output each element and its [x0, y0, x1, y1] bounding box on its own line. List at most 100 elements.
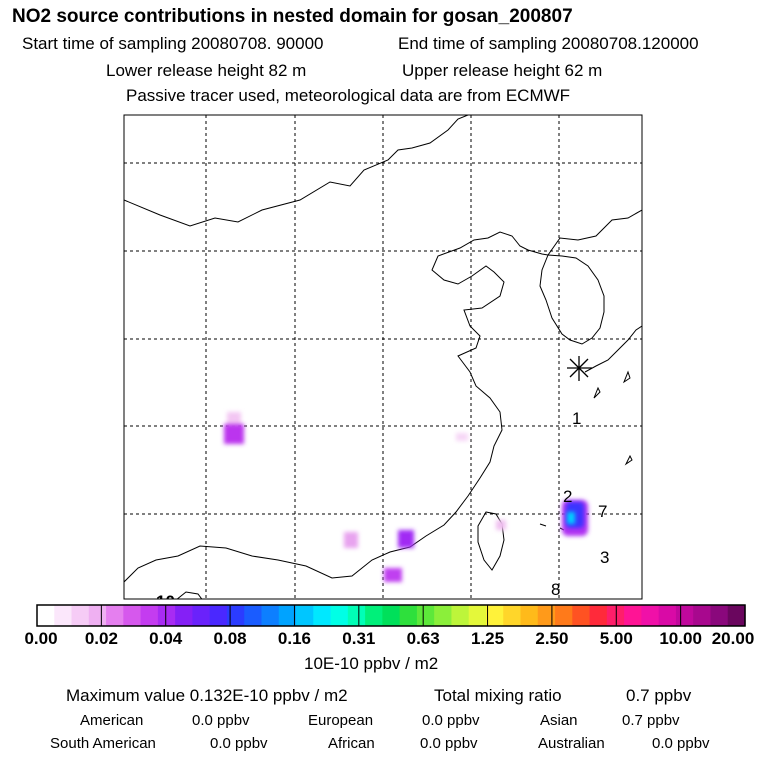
colorbar-cell — [710, 605, 729, 626]
colorbar-tick-label: 0.31 — [342, 629, 376, 648]
colorbar-cells — [37, 605, 746, 626]
region-label-7: 7 — [598, 502, 607, 521]
colorbar-cell — [641, 605, 660, 626]
colorbar-units: 10E-10 ppbv / m2 — [304, 654, 439, 673]
colorbar-cell — [71, 605, 90, 626]
colorbar-tick-label: 2.50 — [535, 629, 569, 648]
max-value-text: Maximum value 0.132E-10 ppbv / m2 — [66, 686, 348, 705]
colorbar-cell — [624, 605, 642, 626]
upper-height-label: Upper release height 62 m — [402, 61, 603, 80]
lower-height-label: Lower release height 82 m — [106, 61, 307, 80]
colorbar-cell — [382, 605, 401, 626]
coast-mainland — [124, 231, 549, 583]
colorbar-tick-label: 0.04 — [149, 629, 183, 648]
region-name-african: African — [328, 735, 375, 752]
region-value-south-american: 0.0 ppbv — [210, 735, 268, 752]
island-taiwan — [477, 511, 505, 571]
plume-central-light — [344, 532, 358, 548]
colorbar — [36, 604, 746, 627]
island-hainan — [176, 591, 203, 599]
colorbar-cell — [365, 605, 383, 626]
receptor-marker — [567, 356, 592, 381]
colorbar-cell — [451, 605, 470, 626]
region-value-european: 0.0 ppbv — [422, 712, 480, 729]
plume-near-ryukyu-core — [567, 512, 575, 524]
colorbar-cell — [140, 605, 159, 626]
colorbar-cell — [106, 605, 124, 626]
colorbar-cell — [520, 605, 539, 626]
colorbar-cell — [244, 605, 263, 626]
colorbar-cell — [727, 605, 746, 626]
colorbar-cell — [175, 605, 194, 626]
start-time-label: Start time of sampling 20080708. 90000 — [22, 34, 324, 53]
colorbar-cell — [209, 605, 228, 626]
border-korea — [547, 209, 642, 256]
colorbar-cell — [278, 605, 297, 626]
colorbar-tick-label: 0.63 — [406, 629, 440, 648]
region-name-asian: Asian — [540, 712, 578, 729]
plume-central — [398, 530, 414, 548]
tracer-note: Passive tracer used, meteorological data… — [126, 86, 571, 105]
end-time-label: End time of sampling 20080708.120000 — [398, 34, 699, 53]
region-value-asian: 0.7 ppbv — [622, 712, 680, 729]
colorbar-cell — [192, 605, 211, 626]
plume-taiwan-east — [496, 520, 506, 530]
coast-korea — [539, 254, 605, 345]
chart-title: NO2 source contributions in nested domai… — [12, 6, 573, 27]
region-name-european: European — [308, 712, 374, 729]
colorbar-cell — [555, 605, 573, 626]
colorbar-cell — [347, 605, 366, 626]
total-mixing-value: 0.7 ppbv — [626, 686, 692, 705]
colorbar-dividers — [100, 605, 682, 626]
colorbar-tick-label: 0.02 — [84, 629, 118, 648]
region-name-south-american: South American — [50, 735, 156, 752]
plume-south — [384, 568, 402, 582]
colorbar-tick-label: 0.00 — [24, 629, 58, 648]
colorbar-cell — [54, 605, 73, 626]
region-value-australian: 0.0 ppbv — [652, 735, 710, 752]
colorbar-cell — [37, 605, 55, 626]
colorbar-tick-label: 20.00 — [711, 629, 755, 648]
colorbar-cell — [503, 605, 522, 626]
colorbar-cell — [157, 605, 176, 626]
colorbar-frame — [36, 604, 746, 627]
colorbar-tick-label: 0.08 — [213, 629, 247, 648]
colorbar-tick-label: 1.25 — [470, 629, 505, 648]
colorbar-tick-label: 0.16 — [277, 629, 311, 648]
colorbar-cell — [589, 605, 608, 626]
colorbar-tick-label: 5.00 — [599, 629, 633, 648]
colorbar-cell — [675, 605, 694, 626]
colorbar-cell — [434, 605, 453, 626]
region-label-8: 8 — [551, 580, 560, 599]
colorbar-cell — [658, 605, 677, 626]
colorbar-cell — [330, 605, 349, 626]
region-label-10: 10 — [156, 592, 175, 611]
colorbar-cell — [537, 605, 556, 626]
total-mixing-label: Total mixing ratio — [434, 686, 562, 705]
colorbar-cell — [485, 605, 504, 626]
colorbar-cell — [572, 605, 591, 626]
map-panel: 1 2 7 3 8 10 — [123, 114, 643, 611]
region-name-australian: Australian — [538, 735, 605, 752]
colorbar-cell — [693, 605, 712, 626]
region-label-2: 2 — [563, 487, 572, 506]
colorbar-cell — [468, 605, 487, 626]
region-value-african: 0.0 ppbv — [420, 735, 478, 752]
colorbar-cell — [296, 605, 314, 626]
colorbar-tick-label: 10.00 — [659, 629, 702, 648]
plume-faint — [456, 433, 468, 441]
region-label-1: 1 — [572, 409, 581, 428]
coast-japan — [584, 325, 642, 466]
colorbar-cell — [123, 605, 142, 626]
concentration-blobs — [224, 412, 588, 582]
region-value-american: 0.0 ppbv — [192, 712, 250, 729]
colorbar-cell — [399, 605, 418, 626]
colorbar-cell — [88, 605, 107, 626]
plume-west — [224, 424, 244, 444]
region-label-3: 3 — [600, 548, 609, 567]
region-name-american: American — [80, 712, 144, 729]
map-gridlines — [124, 115, 642, 599]
colorbar-cell — [416, 605, 435, 626]
colorbar-cell — [261, 605, 280, 626]
colorbar-cell — [226, 605, 245, 626]
